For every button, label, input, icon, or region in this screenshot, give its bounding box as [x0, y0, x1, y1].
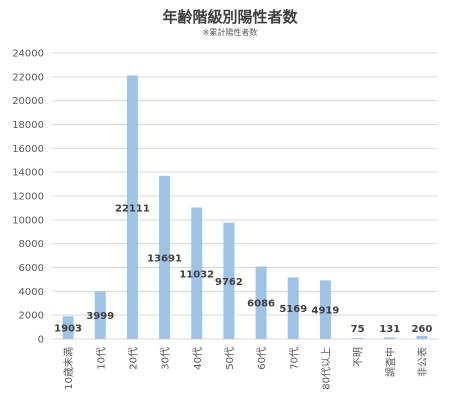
y-tick-label: 24000: [12, 49, 44, 60]
x-tick-label: 10代: [95, 347, 107, 370]
bar: [159, 175, 171, 339]
y-axis-ticks: 0 2000 4000 6000 8000 10000 12000 14000 16000 180…: [12, 49, 44, 346]
x-tick-label: 不明: [353, 347, 365, 367]
bars: [62, 75, 428, 339]
y-tick-label: 8000: [19, 239, 44, 250]
data-label: 75: [351, 324, 365, 335]
bar: [287, 277, 299, 339]
bar: [319, 280, 331, 339]
bar: [384, 337, 396, 339]
data-label: 260: [411, 324, 432, 335]
x-tick-label: 20代: [127, 347, 139, 370]
x-tick-label: 40代: [192, 347, 204, 370]
bar: [416, 335, 428, 339]
y-tick-label: 6000: [19, 263, 44, 274]
data-label: 1903: [54, 324, 82, 335]
x-tick-label: 30代: [160, 347, 172, 370]
x-tick-label: 70代: [288, 347, 300, 370]
data-label: 9762: [215, 277, 243, 288]
data-label: 4919: [311, 306, 339, 317]
data-label: 11032: [179, 269, 214, 280]
gridlines: [52, 52, 438, 340]
bar: [223, 222, 235, 339]
bar: [352, 338, 364, 339]
data-label: 6086: [247, 299, 275, 310]
data-label: 13691: [147, 253, 182, 264]
data-label: 22111: [115, 203, 150, 214]
x-tick-label: 10歳未満: [63, 347, 75, 390]
bar: [255, 266, 267, 339]
y-tick-label: 20000: [12, 96, 44, 107]
y-tick-label: 4000: [19, 287, 44, 298]
bar: [62, 316, 74, 339]
x-tick-label: 50代: [224, 347, 236, 370]
y-tick-label: 0: [38, 335, 44, 346]
data-label: 3999: [86, 311, 114, 322]
y-tick-label: 12000: [12, 192, 44, 203]
y-tick-label: 18000: [12, 120, 44, 131]
chart-title: 年齢階級別陽性者数: [162, 8, 298, 26]
data-label: 5169: [279, 304, 307, 315]
y-tick-label: 14000: [12, 168, 44, 179]
bar: [94, 291, 106, 339]
data-label: 131: [379, 324, 400, 335]
chart-subtitle: ※累計陽性者数: [203, 27, 258, 37]
x-tick-label: 80代以上: [320, 347, 332, 390]
y-tick-label: 22000: [12, 72, 44, 83]
bar: [126, 75, 138, 339]
y-tick-label: 16000: [12, 144, 44, 155]
x-tick-label: 非公表: [416, 347, 429, 377]
bar: [191, 207, 203, 339]
y-tick-label: 2000: [19, 311, 44, 322]
y-tick-label: 10000: [12, 215, 44, 226]
x-tick-label: 60代: [256, 347, 268, 370]
x-axis-ticks: 10歳未満 10代 20代 30代 40代 50代 60代 70代 80代以上 不明 調査中 非公表: [63, 347, 429, 390]
x-tick-label: 調査中: [384, 347, 397, 377]
